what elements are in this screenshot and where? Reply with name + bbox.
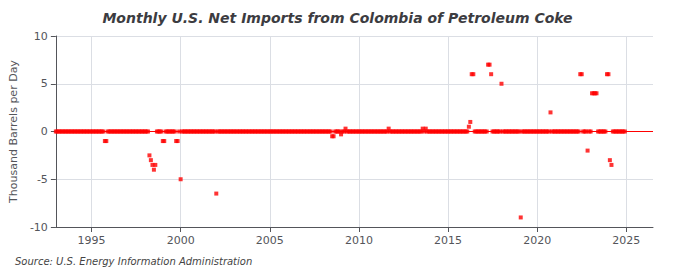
svg-text:2020: 2020 — [523, 234, 551, 247]
svg-text:2015: 2015 — [434, 234, 462, 247]
svg-text:10: 10 — [34, 30, 48, 43]
svg-text:Monthly U.S. Net Imports from: Monthly U.S. Net Imports from Colombia o… — [102, 10, 572, 26]
svg-text:Thousand Barrels per Day: Thousand Barrels per Day — [7, 60, 20, 204]
svg-text:2025: 2025 — [612, 234, 640, 247]
svg-text:Source: U.S. Energy Informatio: Source: U.S. Energy Information Administ… — [15, 256, 252, 267]
svg-text:2005: 2005 — [256, 234, 284, 247]
svg-text:2010: 2010 — [345, 234, 373, 247]
svg-text:2000: 2000 — [167, 234, 195, 247]
svg-text:1995: 1995 — [78, 234, 106, 247]
svg-text:0: 0 — [41, 125, 48, 138]
svg-text:5: 5 — [41, 77, 48, 90]
svg-text:-5: -5 — [37, 173, 48, 186]
svg-text:-10: -10 — [30, 221, 48, 234]
